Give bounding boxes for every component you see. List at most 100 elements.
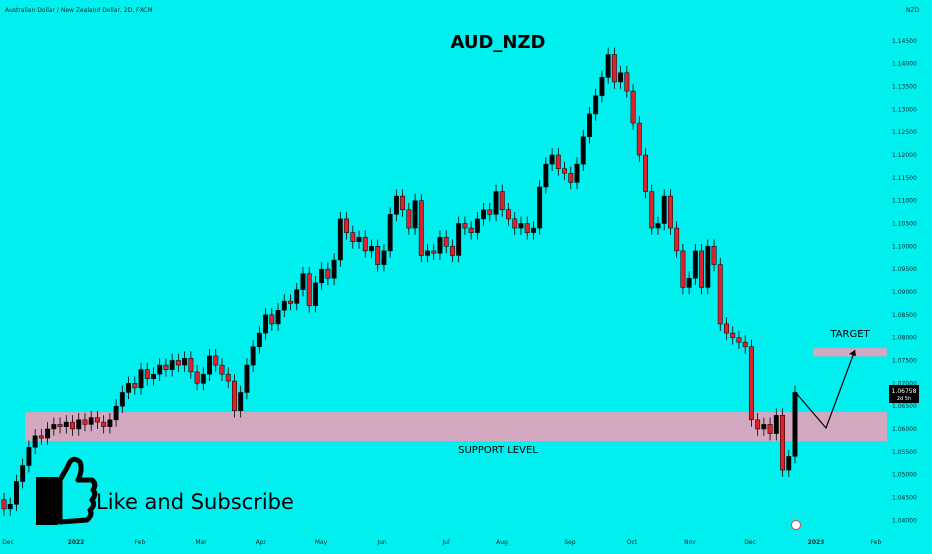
y-tick-label: 1.07000 (892, 380, 917, 387)
candle-body (250, 346, 256, 366)
candle-body (667, 195, 673, 229)
candle-body (425, 250, 430, 256)
candle-body (537, 186, 543, 229)
candle-body (755, 419, 761, 430)
candle-body (474, 218, 480, 233)
candle-body (705, 246, 711, 288)
candle-body (63, 421, 69, 427)
candle-body (636, 122, 642, 156)
candle-body (57, 424, 63, 427)
x-tick-label: Dec (2, 539, 14, 546)
candle-body (549, 154, 555, 165)
candle-body (524, 223, 530, 233)
candle-body (381, 250, 387, 265)
y-tick-label: 1.10000 (892, 243, 917, 250)
candle-body (51, 424, 57, 430)
candle-body (449, 246, 455, 256)
candle-body (761, 424, 767, 430)
candle-body (144, 369, 150, 379)
candle-body (481, 209, 487, 220)
candle-body (400, 195, 406, 211)
y-tick-label: 1.13000 (892, 106, 917, 113)
candle-body (263, 314, 269, 334)
y-tick-label: 1.05500 (892, 449, 917, 456)
candle-body (530, 227, 536, 233)
y-tick-label: 1.06000 (892, 426, 917, 433)
candle-body (275, 309, 281, 325)
candle-body (742, 341, 748, 348)
support-zone (25, 412, 887, 442)
target-label: TARGET (829, 329, 870, 340)
candle-body (412, 200, 418, 229)
candle-body (431, 250, 437, 254)
candle-body (736, 337, 742, 343)
candle-body (387, 214, 393, 252)
candle-body (126, 383, 132, 393)
candle-body (350, 232, 356, 243)
candle-body (288, 300, 293, 304)
price-tag-countdown: 2d 5h (897, 396, 911, 402)
y-tick-label: 1.07500 (892, 357, 917, 364)
candle-body (437, 236, 443, 254)
y-tick-label: 1.13500 (892, 83, 917, 90)
x-tick-label: May (315, 539, 328, 546)
candle-body (325, 268, 331, 279)
candle-body (88, 417, 94, 425)
candle-body (580, 136, 586, 165)
x-tick-label: Feb (871, 539, 882, 546)
candle-body (362, 236, 368, 252)
y-tick-label: 1.10500 (892, 220, 917, 227)
candle-body (674, 227, 680, 252)
y-tick-label: 1.09500 (892, 266, 917, 273)
candle-body (269, 314, 275, 325)
x-tick-label: Jun (376, 539, 387, 546)
candle-body (244, 364, 250, 393)
candle-body (32, 435, 38, 448)
candle-body (163, 364, 169, 370)
like-subscribe-text: Like and Subscribe (96, 490, 294, 514)
x-tick-label: Jul (441, 539, 450, 546)
candle-body (555, 154, 561, 169)
candle-body (456, 223, 462, 256)
candle-body (618, 72, 624, 83)
candle-body (574, 163, 580, 183)
target-zone (813, 348, 887, 357)
candle-body (717, 264, 723, 325)
candle-body (231, 380, 237, 411)
candle-body (543, 163, 549, 188)
candle-body (194, 371, 200, 384)
x-tick-label: Oct (627, 539, 638, 546)
arrow-head-icon (849, 350, 856, 356)
support-label: SUPPORT LEVEL (458, 445, 538, 456)
candle-body (344, 218, 350, 233)
price-axis: 1.04000 1.04500 1.05000 1.05500 1.06000 1.065… (892, 38, 917, 524)
candle-body (512, 218, 518, 229)
candle-body (151, 373, 156, 379)
candle-body (256, 332, 262, 348)
x-tick-label: Nov (684, 539, 696, 546)
candle-body (45, 428, 51, 439)
y-tick-label: 1.14000 (892, 61, 917, 68)
candle-body (393, 195, 399, 215)
candle-body (643, 154, 648, 192)
candle-body (94, 417, 100, 423)
candle-body (568, 173, 574, 183)
x-tick-label: Dec (744, 539, 756, 546)
candles-layer (1, 47, 798, 516)
x-tick-label: Mar (195, 539, 207, 546)
candle-body (375, 246, 381, 265)
candle-body (624, 72, 630, 92)
currency-label: NZD (906, 7, 920, 14)
candle-body (605, 54, 611, 78)
candle-body (462, 223, 468, 229)
candle-body (661, 195, 667, 224)
y-tick-label: 1.05000 (892, 472, 917, 479)
candle-body (443, 236, 449, 247)
price-tag-value: 1.06758 (892, 388, 917, 395)
candle-body (306, 273, 312, 306)
event-marker-icon[interactable] (791, 520, 801, 530)
candle-body (487, 209, 493, 215)
